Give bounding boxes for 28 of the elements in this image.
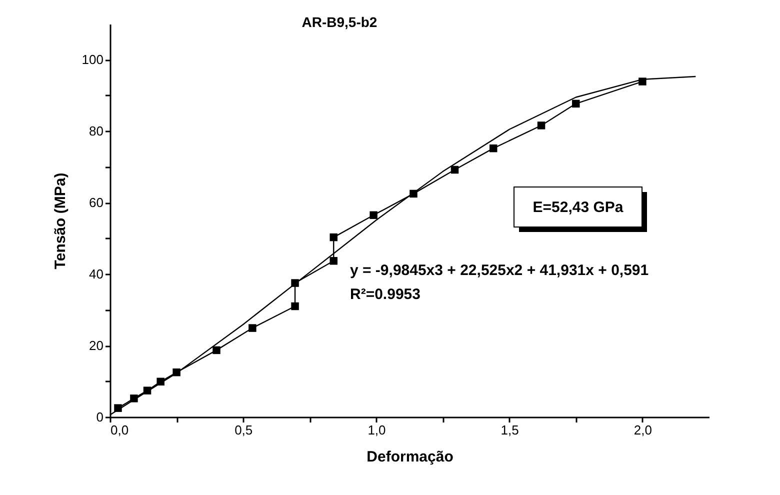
x-tick-label: 1,0 — [368, 422, 386, 438]
x-tick-label: 0,0 — [110, 422, 129, 438]
x-tick-label: 0,5 — [234, 422, 253, 438]
y-tick-label: 60 — [89, 195, 104, 210]
point — [450, 166, 459, 174]
y-tick-label: 0 — [96, 410, 104, 424]
chart-title: AR-B9,5-b2 — [302, 14, 378, 30]
y-tick-label: 100 — [82, 52, 104, 68]
annotation: R²=0.9953 — [350, 286, 420, 303]
y-tick-label: 40 — [89, 266, 104, 282]
point — [248, 324, 256, 332]
x-axis-title: Deformação — [366, 448, 454, 466]
y-axis-title: Tensão (MPa) — [52, 172, 69, 270]
x-tick-label: 2,0 — [634, 422, 652, 438]
y-tick-label: 80 — [89, 124, 104, 139]
point — [330, 233, 338, 242]
x-tick-label: 1,5 — [500, 422, 519, 438]
point — [330, 257, 338, 265]
annotation: E=52,43 GPa — [532, 199, 624, 216]
point — [212, 346, 220, 354]
annotation: y = -9,9845x3 + 22,525x2 + 41,931x + 0,591 — [350, 262, 649, 279]
point — [572, 100, 580, 108]
point — [291, 302, 299, 310]
point — [114, 404, 122, 412]
point — [489, 144, 498, 152]
point — [537, 122, 546, 130]
y-tick-label: 20 — [89, 338, 104, 354]
point — [370, 211, 378, 220]
